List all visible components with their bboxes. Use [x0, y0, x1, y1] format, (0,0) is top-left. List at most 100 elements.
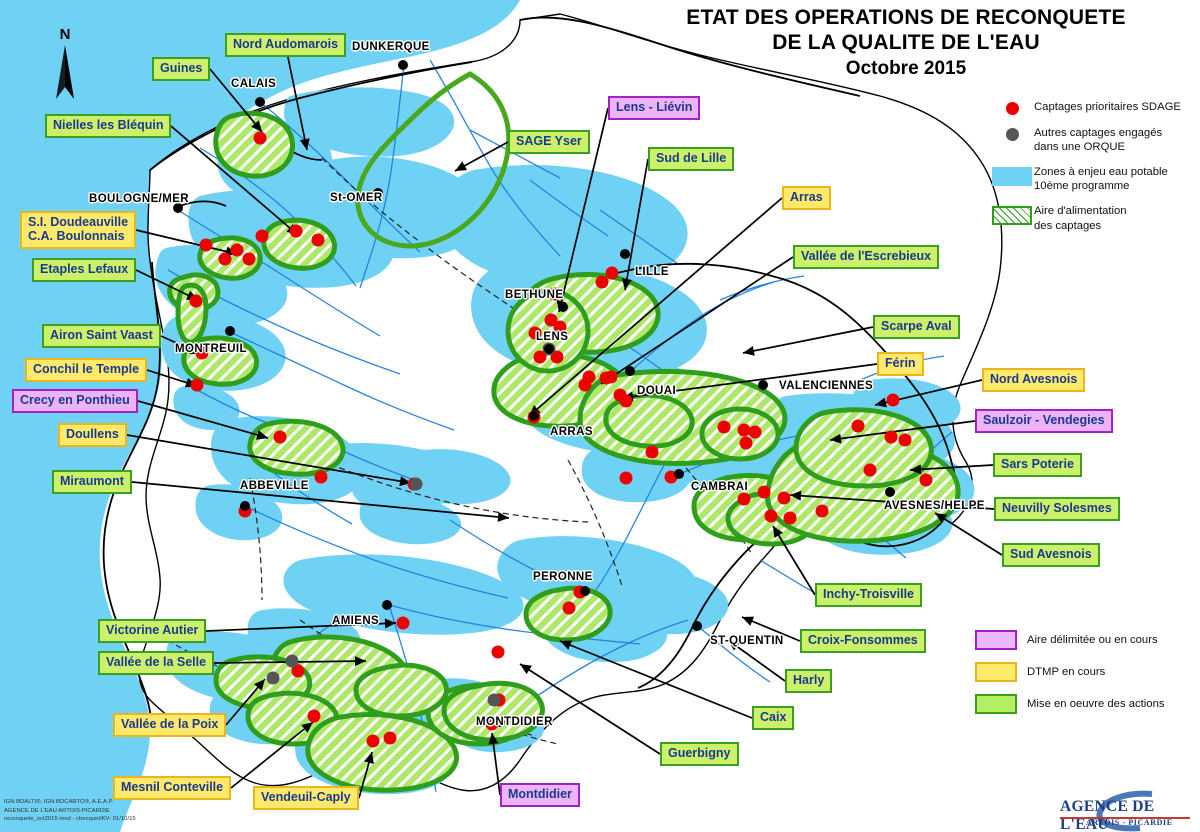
callout-montdidier[interactable]: Montdidier [500, 783, 580, 807]
legend-label-actions: Mise en oeuvre des actions [1027, 698, 1165, 710]
leader-line-saulzoir-vendegies [829, 420, 976, 441]
city-dot [225, 326, 235, 336]
priority-captage-dot [815, 504, 829, 518]
city-dot [558, 302, 568, 312]
city-label-douai: DOUAI [637, 385, 677, 397]
city-label-amiens: AMIENS [332, 615, 380, 627]
leader-arrow-inchy-troisville [773, 526, 783, 538]
hatch-swatch-icon [990, 204, 1034, 226]
city-label-boulogne-mer: BOULOGNE/MER [89, 193, 189, 205]
city-dot [240, 501, 250, 511]
callout-nord-audomarois[interactable]: Nord Audomarois [225, 33, 347, 57]
legend-row-other: Autres captages engagés dans une ORQUE [990, 126, 1200, 154]
callout-inchy-troisville[interactable]: Inchy-Troisville [815, 583, 923, 607]
leader-arrow-neuvilly-solesmes [790, 490, 802, 501]
callout-guines[interactable]: Guines [152, 57, 211, 81]
leader-line-guines [209, 68, 263, 133]
callout-sage-yser[interactable]: SAGE Yser [508, 130, 590, 154]
city-label-peronne: PERONNE [533, 571, 593, 583]
green-swatch-icon [975, 694, 1027, 714]
city-label-montdidier: MONTDIDIER [476, 716, 553, 728]
city-dot [625, 366, 635, 376]
legend-label-dtmp: DTMP en cours [1027, 666, 1106, 678]
callout-guerbigny[interactable]: Guerbigny [660, 742, 739, 766]
callout-ferin[interactable]: Férin [877, 352, 924, 376]
leader-arrow-montdidier [488, 733, 499, 745]
callout-arras[interactable]: Arras [782, 186, 831, 210]
leader-arrow-vallee-de-la-selle [354, 656, 366, 667]
city-dot [580, 586, 590, 596]
callout-saulzoir-vendegies[interactable]: Saulzoir - Vendegies [975, 409, 1113, 433]
callout-sud-de-lille[interactable]: Sud de Lille [648, 147, 735, 171]
city-label-st-omer: St-OMER [330, 192, 383, 204]
callout-sars-poterie[interactable]: Sars Poterie [993, 453, 1082, 477]
city-label-abbeville: ABBEVILLE [240, 480, 309, 492]
legend-label-catchment: Aire d'alimentation des captages [1034, 205, 1127, 232]
logo-line-2: ARTOIS - PICARDIE [1086, 818, 1173, 827]
callout-si-doudeauville[interactable]: S.I. Doudeauville C.A. Boulonnais [20, 211, 137, 249]
priority-captage-dot [383, 731, 397, 745]
callout-nord-avesnois[interactable]: Nord Avesnois [982, 368, 1086, 392]
callout-airon-saint-vaast[interactable]: Airon Saint Vaast [42, 324, 161, 348]
north-arrow-icon [56, 45, 74, 99]
priority-captage-dot [739, 436, 753, 450]
priority-captage-dot [605, 266, 619, 280]
callout-vallee-de-la-selle[interactable]: Vallée de la Selle [98, 651, 215, 675]
callout-victorine-autier[interactable]: Victorine Autier [98, 619, 207, 643]
priority-captage-dot [255, 229, 269, 243]
title-line-2: DE LA QUALITE DE L'EAU [772, 30, 1040, 54]
other-captage-dot [285, 654, 299, 668]
priority-captage-dot [291, 664, 305, 678]
city-dot [255, 97, 265, 107]
city-dot [885, 487, 895, 497]
callout-mesnil-conteville[interactable]: Mesnil Conteville [113, 776, 232, 800]
leader-line-neuvilly-solesmes [789, 494, 995, 510]
callout-neuvilly-solesmes[interactable]: Neuvilly Solesmes [994, 497, 1120, 521]
legend-status: Aire délimitée ou en cours DTMP en cours… [975, 630, 1200, 726]
city-label-bethune: BETHUNE [505, 289, 564, 301]
callout-conchil-le-temple[interactable]: Conchil le Temple [25, 358, 148, 382]
priority-captage-dot [764, 509, 778, 523]
priority-captage-dot [548, 287, 562, 301]
callout-vallee-escrebieux[interactable]: Vallée de l'Escrebieux [793, 245, 940, 269]
leader-line-sud-de-lille [624, 158, 649, 291]
callout-scarpe-aval[interactable]: Scarpe Aval [873, 315, 960, 339]
callout-sud-avesnois[interactable]: Sud Avesnois [1002, 543, 1100, 567]
leader-arrow-vendeuil-caply [364, 752, 374, 764]
city-dot [758, 380, 768, 390]
leader-arrow-harly [728, 640, 740, 651]
leader-arrow-crecy-en-ponthieu [256, 430, 268, 440]
legend-row-actions: Mise en oeuvre des actions [975, 694, 1200, 714]
leader-arrow-scarpe-aval [743, 345, 755, 356]
city-dot [382, 600, 392, 610]
priority-captage-dot [595, 275, 609, 289]
leader-line-etaples-lefaux [135, 269, 199, 301]
priority-captage-dot [189, 294, 203, 308]
priority-captage-dot [195, 346, 209, 360]
city-label-avesnes-helpe: AVESNES/HELPE [884, 500, 985, 512]
city-label-valenciennes: VALENCIENNES [779, 380, 874, 392]
callout-etaples-lefaux[interactable]: Etaples Lefaux [32, 258, 137, 282]
source-credits: IGN BDALTI®, IGN BDCARTO®, A.E.A.P. AGEN… [4, 799, 136, 823]
leader-line-sars-poterie [909, 464, 994, 471]
callout-vendeuil-caply[interactable]: Vendeuil-Caply [253, 786, 359, 810]
priority-captage-dot [199, 238, 213, 252]
callout-lens-lievin[interactable]: Lens - Liévin [608, 96, 701, 120]
priority-captage-dot [307, 709, 321, 723]
callout-nielles-les-blequin[interactable]: Nielles les Bléquin [45, 114, 172, 138]
callout-vallee-de-la-poix[interactable]: Vallée de la Poix [113, 713, 227, 737]
callout-harly[interactable]: Harly [785, 669, 833, 693]
legend-row-priority: Captages prioritaires SDAGE [990, 100, 1200, 115]
priority-captage-dot [273, 430, 287, 444]
callout-crecy-en-ponthieu[interactable]: Crecy en Ponthieu [12, 389, 138, 413]
callout-doullens[interactable]: Doullens [58, 423, 127, 447]
priority-captage-dot [777, 491, 791, 505]
callout-caix[interactable]: Caix [752, 706, 795, 730]
callout-miraumont[interactable]: Miraumont [52, 470, 132, 494]
leader-line-inchy-troisville [772, 525, 816, 596]
grey-dot-icon [990, 126, 1034, 141]
callout-croix-fonsommes[interactable]: Croix-Fonsommes [800, 629, 926, 653]
leader-arrow-sud-avesnois [935, 513, 947, 524]
priority-captage-dot [528, 326, 542, 340]
leader-arrow-caix [560, 640, 573, 650]
